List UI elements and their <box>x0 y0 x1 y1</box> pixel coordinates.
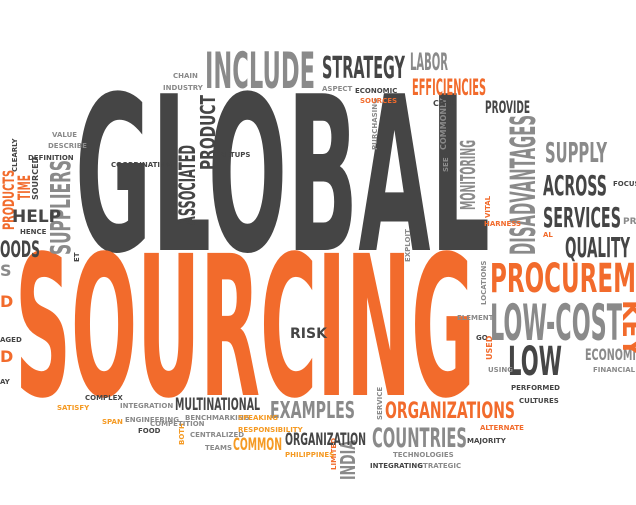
word: SOURCED <box>31 156 40 200</box>
word: ASPECT <box>322 85 353 93</box>
word: ECONOMI <box>585 345 636 364</box>
word: SATISFY <box>57 404 90 412</box>
word: INCLUDE <box>205 42 315 100</box>
word: DEFINITION <box>28 154 74 162</box>
word: ELEMENT <box>457 314 494 322</box>
word: ASSOCIATED <box>176 145 201 225</box>
word: PRODUCTS <box>0 170 18 230</box>
word: SERVICE <box>376 387 384 420</box>
word: EFFICIENCIES <box>412 76 486 101</box>
word: INDUSTRY <box>163 84 204 92</box>
word: AGED <box>0 336 22 344</box>
word: VALUE <box>52 131 77 139</box>
word: SUPPLY <box>545 136 607 169</box>
word: INTEGRATING <box>370 462 423 470</box>
word: CENTRALIZED <box>190 431 244 439</box>
word: SPEAKING <box>238 414 278 422</box>
word: SERVICES <box>543 201 621 234</box>
word: TIME <box>15 175 35 200</box>
word: HARNESS <box>484 220 521 228</box>
word: AY <box>0 378 11 386</box>
word: FOCUSED <box>613 180 636 188</box>
word: USING <box>488 366 513 374</box>
word: ECONOMIC <box>355 87 397 95</box>
word: D <box>0 292 13 311</box>
word: ORGANIZATION <box>285 430 366 450</box>
word: GO <box>476 334 488 342</box>
word: COMMONLY <box>439 98 448 150</box>
word: SPAN <box>102 418 123 426</box>
word: S <box>0 261 12 280</box>
word: MULTINATIONAL <box>175 395 260 415</box>
word: CLEARLY <box>11 137 19 172</box>
word: CALL <box>433 99 455 108</box>
word: PURCHASING <box>371 98 379 150</box>
word: ALTERNATE <box>480 424 524 432</box>
word: INDIA <box>336 440 360 480</box>
word: COUNTRIES <box>372 423 467 454</box>
word: DESCRIBE <box>48 142 87 150</box>
word: DISADVANTAGES <box>504 115 544 255</box>
word: MONITORING <box>456 140 480 210</box>
word: LOCATIONS <box>480 261 488 305</box>
word: EXPLOIT <box>404 229 412 262</box>
word: SOURCES <box>360 97 397 105</box>
word: EXAMPLES <box>270 398 355 424</box>
word: CHAIN <box>173 72 198 80</box>
word: LOW <box>508 339 562 385</box>
word: VITAL <box>484 195 492 218</box>
word: RESPONSIBILITY <box>238 426 304 434</box>
word: PRODUCT <box>196 95 220 170</box>
word: ACROSS <box>543 169 607 202</box>
word: COMPETITION <box>150 420 205 428</box>
word: SOURCING <box>15 214 475 441</box>
word: LIMITED <box>330 438 338 470</box>
word: ORGANIZATIONS <box>385 399 515 424</box>
word: LOW-COST <box>490 294 622 352</box>
word: GLOBAL <box>75 50 490 301</box>
word: PHILIPPINES <box>285 451 334 459</box>
word: STRATEGY <box>322 51 406 86</box>
word: CULTURES <box>519 397 559 405</box>
word: D <box>0 347 13 366</box>
word: AL <box>543 231 553 239</box>
word: FINANCIAL <box>593 366 636 374</box>
word: OODS <box>0 238 40 263</box>
word: USED <box>485 335 494 360</box>
word: PERFORMED <box>511 384 560 392</box>
word: TECHNOLOGIES <box>393 451 454 459</box>
word: COMPLEX <box>85 394 123 402</box>
word: HENCE <box>20 228 47 236</box>
word: SEE <box>442 157 450 172</box>
word: PROCUREM <box>490 256 636 302</box>
word: COMMON <box>233 435 282 455</box>
word: TEAMS <box>205 444 232 452</box>
word: INTEGRATION <box>120 402 173 410</box>
word: PROVIDE <box>485 98 530 118</box>
word: RISK <box>290 326 328 342</box>
word: COORDINATING <box>111 161 172 169</box>
word: BENCHMARKING <box>185 414 250 422</box>
word: SUPPLIERS <box>44 160 77 255</box>
word: ET <box>73 252 81 262</box>
word: SETUPS <box>220 151 250 159</box>
word: STRATEGIC <box>418 462 461 470</box>
word: PRO <box>623 217 636 227</box>
word: ENGINEERING <box>125 416 179 424</box>
word: MAJORITY <box>467 437 507 445</box>
word: BOTH <box>178 423 186 445</box>
word: LABOR <box>410 48 448 76</box>
word: FOOD <box>138 427 161 435</box>
word: HELP <box>12 207 61 227</box>
word: KEY <box>616 300 636 358</box>
word: QUALITY <box>565 231 630 264</box>
